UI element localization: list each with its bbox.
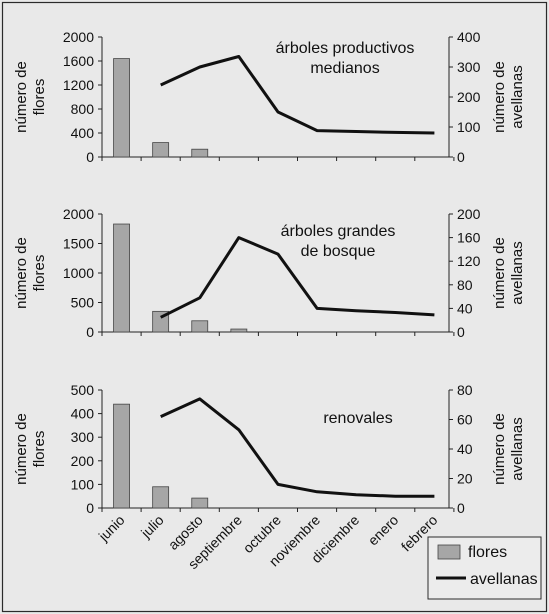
panel-title: árboles grandes de bosque (281, 223, 396, 260)
left-y-tick-label: 800 (71, 101, 95, 117)
right-y-tick-label: 120 (457, 253, 481, 269)
left-y-axis-label-line: número de (13, 237, 30, 309)
right-y-tick-label: 80 (457, 382, 473, 398)
right-y-tick-label: 80 (457, 277, 473, 293)
right-y-tick-label: 100 (457, 119, 481, 135)
left-y-tick-label: 1600 (63, 53, 94, 69)
legend-flores-swatch (437, 544, 461, 560)
legend-avellanas-label: avellanas (470, 571, 538, 588)
left-y-tick-label: 300 (71, 429, 95, 445)
panel-title: árboles productivos medianos (276, 40, 415, 77)
panel-title: renovales (323, 410, 392, 427)
right-y-axis-label: número deavellanas (491, 61, 526, 133)
legend-flores-label: flores (468, 544, 507, 561)
right-y-tick-label: 300 (457, 59, 481, 75)
left-y-tick-label: 2000 (63, 206, 94, 222)
bar-flores-agosto (191, 148, 209, 158)
left-y-axis-label-line: flores (31, 255, 48, 292)
right-y-axis-label-line: avellanas (509, 241, 526, 304)
left-y-axis-label: número deflores (13, 413, 48, 485)
right-y-tick-label: 200 (457, 206, 481, 222)
chart-panel-1: 0 400 800 1200 1600 2000 0 100 200 300 400 número d… (13, 29, 526, 165)
left-y-axis-label-line: número de (13, 61, 30, 133)
right-y-tick-label: 0 (457, 324, 465, 340)
right-y-tick-label: 40 (457, 441, 473, 457)
bar-flores-junio (113, 403, 130, 509)
bar-flores-julio (152, 486, 170, 509)
left-y-tick-label: 200 (71, 453, 95, 469)
bar-flores-agosto (191, 320, 209, 333)
left-y-tick-label: 1500 (63, 236, 94, 252)
left-y-axis-label-line: número de (13, 413, 30, 485)
right-y-axis-label-line: avellanas (509, 417, 526, 480)
left-y-tick-label: 0 (86, 500, 94, 516)
right-y-tick-label: 0 (457, 149, 465, 165)
left-y-tick-label: 500 (71, 382, 95, 398)
bar-flores-junio (113, 58, 130, 158)
panel-title-line: medianos (310, 60, 379, 77)
panel-title-line: de bosque (301, 243, 376, 260)
right-y-tick-label: 40 (457, 300, 473, 316)
right-y-axis-label-line: avellanas (509, 65, 526, 128)
left-y-tick-label: 400 (71, 406, 95, 422)
line-avellanas (160, 236, 435, 319)
line-avellanas (160, 55, 435, 135)
right-y-tick-label: 20 (457, 471, 473, 487)
right-y-axis-label-line: número de (491, 237, 508, 309)
line-avellanas (160, 397, 435, 498)
left-y-axis-label: número deflores (13, 61, 48, 133)
left-y-tick-label: 1000 (63, 265, 94, 281)
bar-flores-septiembre (230, 328, 248, 333)
right-y-axis-label-line: número de (491, 413, 508, 485)
left-y-tick-label: 0 (86, 324, 94, 340)
right-y-axis-label-line: número de (491, 61, 508, 133)
bar-flores-julio (152, 142, 170, 158)
left-y-tick-label: 0 (86, 149, 94, 165)
left-y-axis-label: número deflores (13, 237, 48, 309)
right-y-tick-label: 200 (457, 89, 481, 105)
left-y-tick-label: 2000 (63, 29, 94, 45)
right-y-tick-label: 400 (457, 29, 481, 45)
left-y-axis-label-line: flores (31, 431, 48, 468)
bar-flores-agosto (191, 497, 209, 509)
right-y-tick-label: 60 (457, 412, 473, 428)
left-y-tick-label: 100 (71, 476, 95, 492)
right-y-axis-label: número deavellanas (491, 413, 526, 485)
left-y-tick-label: 500 (71, 295, 95, 311)
left-y-tick-label: 400 (71, 125, 95, 141)
right-y-tick-label: 160 (457, 230, 481, 246)
panel-title-line: árboles grandes (281, 223, 396, 240)
legend: flores avellanas (427, 536, 542, 600)
panel-title-line: árboles productivos (276, 40, 415, 57)
right-y-tick-label: 0 (457, 500, 465, 516)
right-y-axis-label: número deavellanas (491, 237, 526, 309)
left-y-axis-label-line: flores (31, 79, 48, 116)
panel-title-line: renovales (323, 410, 392, 427)
left-y-tick-label: 1200 (63, 77, 94, 93)
bar-flores-junio (113, 223, 130, 333)
